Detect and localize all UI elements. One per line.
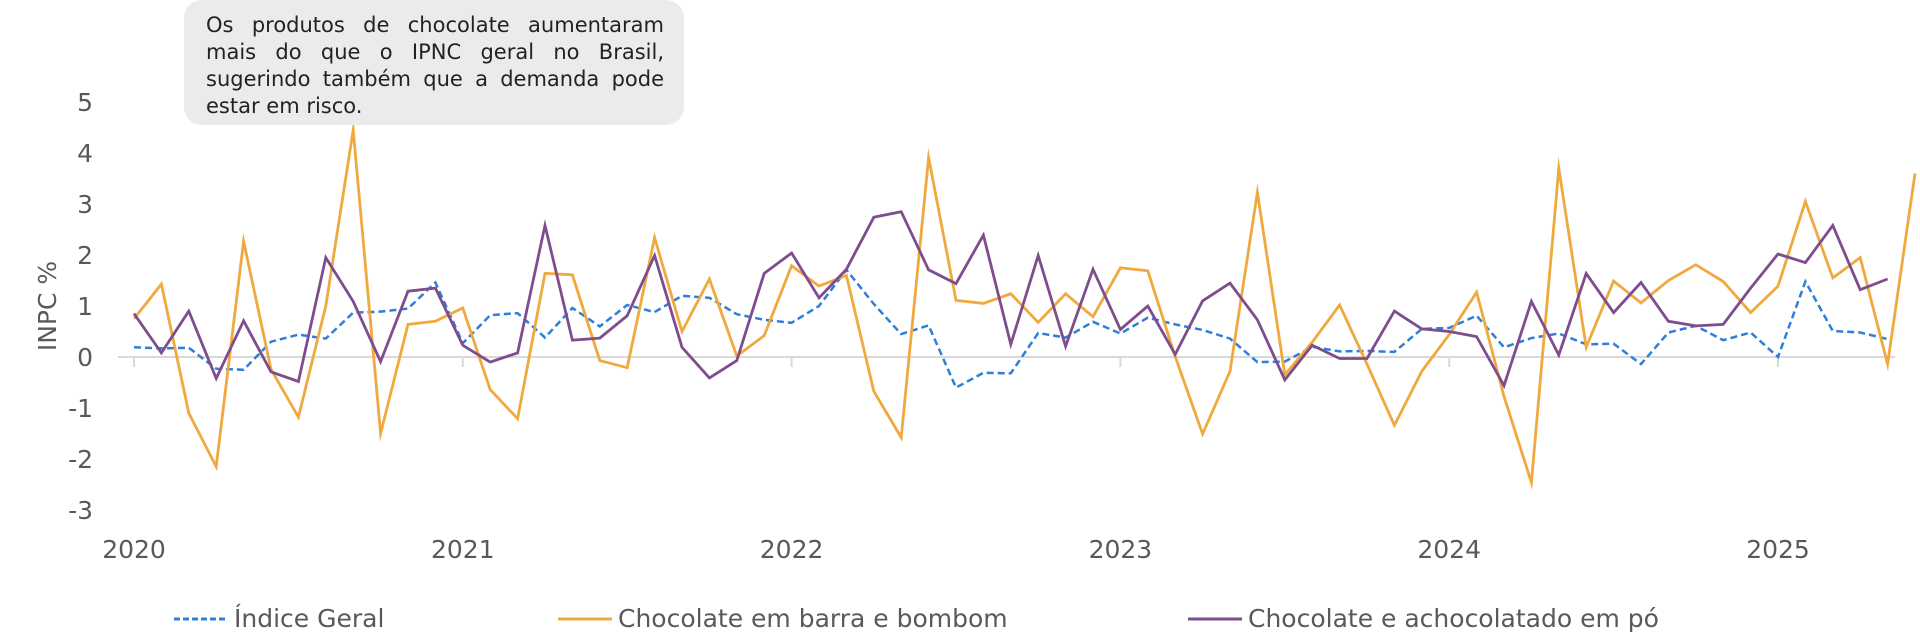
annotation-text: Os produtos de chocolate aumentaram mais… — [206, 13, 664, 118]
legend-item-1: Índice Geral — [172, 604, 384, 633]
y-axis-title: INPC % — [33, 261, 62, 351]
y-tick-label: 4 — [77, 139, 93, 168]
legend-item-3: Chocolate e achocolatado em pó — [1186, 604, 1659, 633]
annotation-callout: Os produtos de chocolate aumentaram mais… — [184, 0, 684, 125]
y-tick-label: -2 — [68, 445, 93, 474]
legend-label: Chocolate em barra e bombom — [618, 604, 1008, 633]
legend-label: Índice Geral — [234, 604, 385, 633]
y-tick-label: -3 — [68, 496, 93, 525]
legend-label: Chocolate e achocolatado em pó — [1248, 604, 1659, 633]
series-line-1 — [133, 267, 1888, 390]
chart-legend: Índice Geral Chocolate em barra e bombom C… — [0, 604, 1920, 638]
y-tick-label: 3 — [77, 190, 93, 219]
y-tick-label: 1 — [77, 292, 93, 321]
y-tick-label: 2 — [77, 241, 93, 270]
inpc-line-chart: 2020 2021 2022 2023 2024 2025 5 4 3 2 1 0 -1 -2 -3 INPC… — [33, 88, 1917, 564]
y-tick-label: 0 — [77, 343, 93, 372]
legend-swatch — [1188, 617, 1242, 620]
x-tick-label: 2020 — [102, 535, 166, 564]
x-tick-label: 2025 — [1746, 535, 1810, 564]
x-tick-label: 2022 — [760, 535, 824, 564]
x-tick-label: 2023 — [1089, 535, 1153, 564]
series-line-2 — [132, 118, 1917, 490]
x-tick-label: 2024 — [1417, 535, 1481, 564]
x-tick-label: 2021 — [431, 535, 495, 564]
legend-swatch — [174, 617, 228, 620]
legend-swatch — [558, 617, 612, 620]
series-line-3 — [132, 210, 1889, 390]
legend-item-2: Chocolate em barra e bombom — [556, 604, 1008, 633]
y-tick-label: -1 — [68, 394, 93, 423]
y-tick-label: 5 — [77, 88, 93, 117]
